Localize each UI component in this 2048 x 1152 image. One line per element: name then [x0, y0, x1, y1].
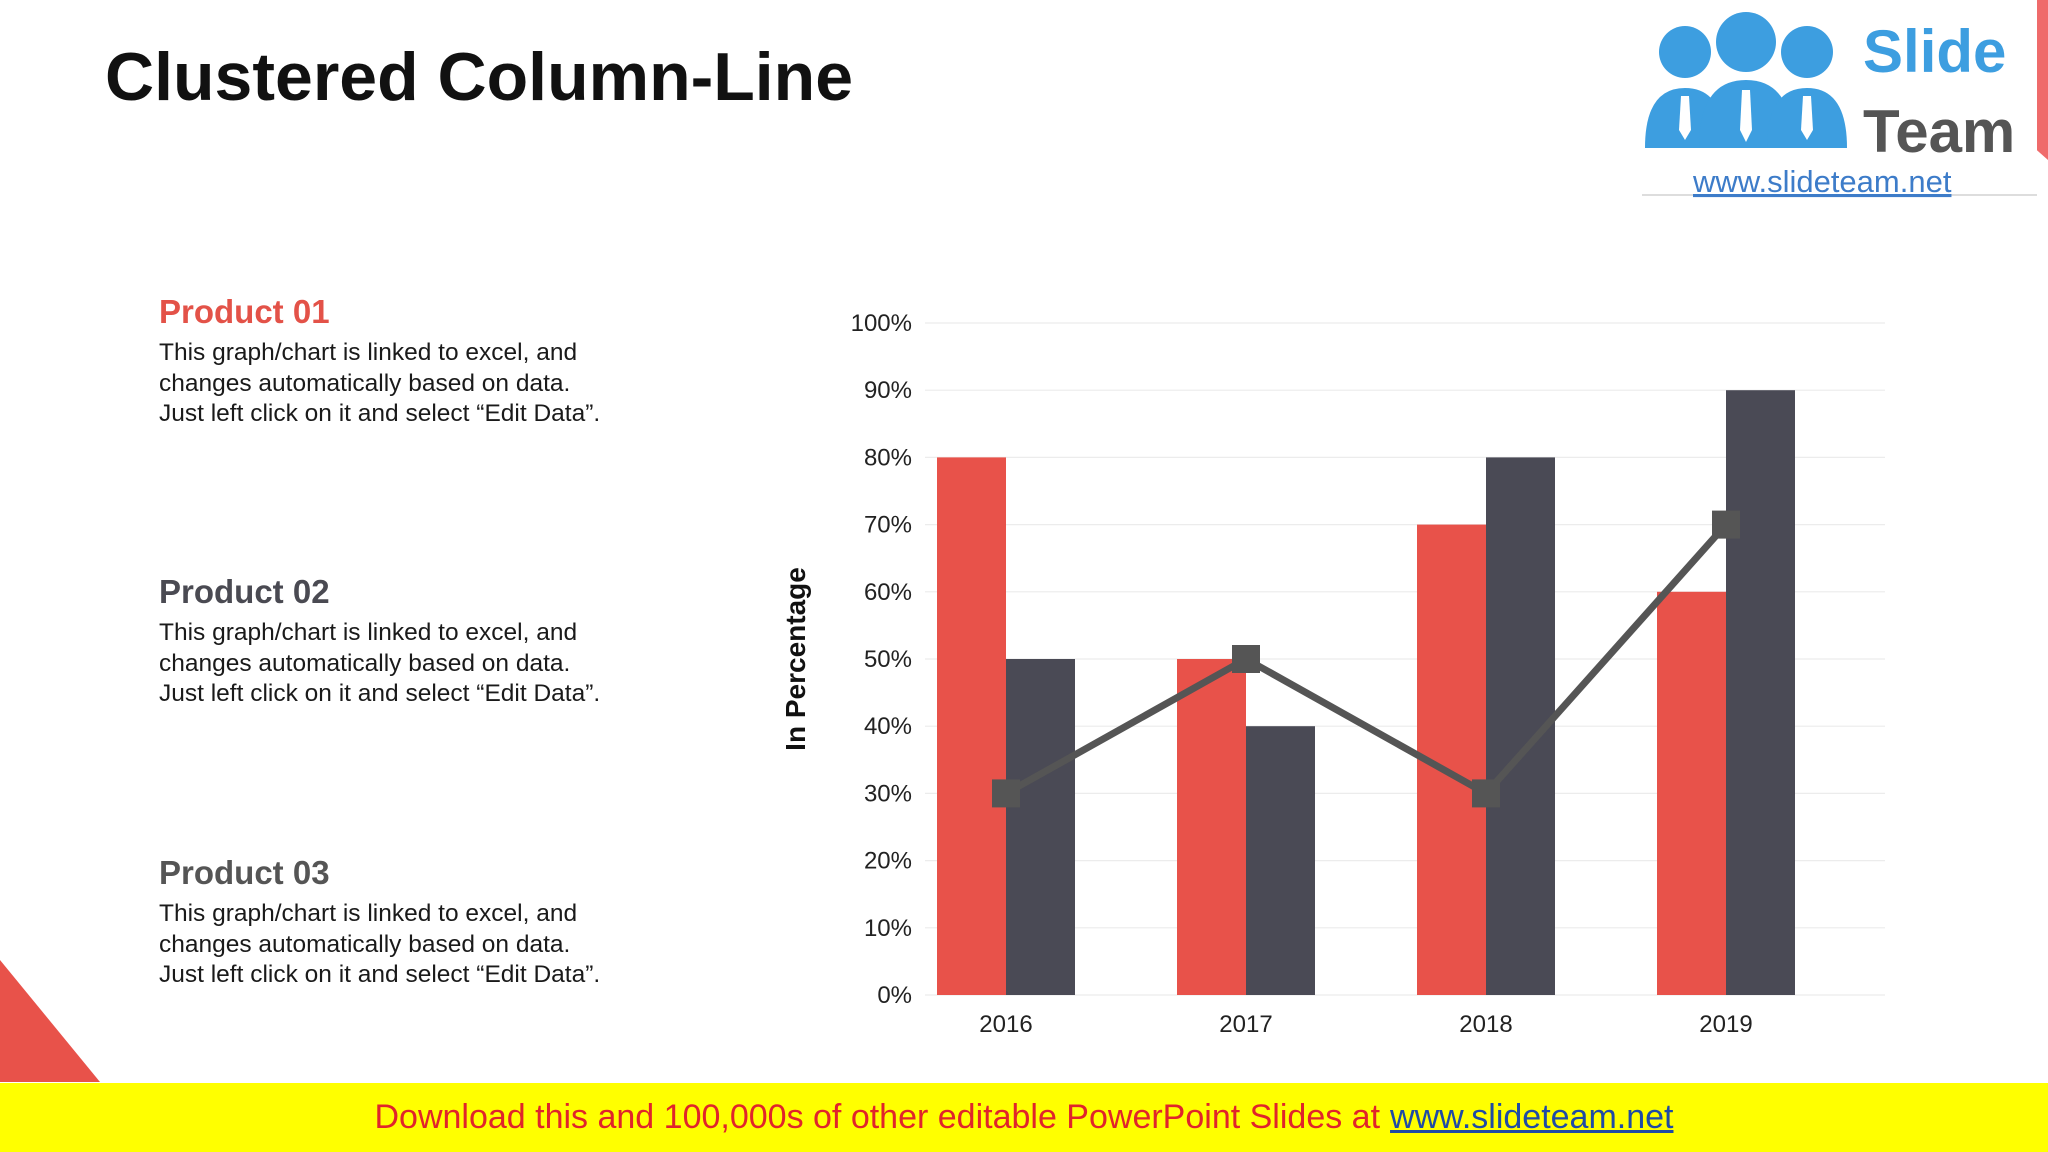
- product-03-title: Product 03: [159, 854, 330, 891]
- y-tick-label: 100%: [851, 310, 912, 337]
- product-02-line: Just left click on it and select “Edit D…: [159, 680, 601, 707]
- product-02-title: Product 02: [159, 573, 330, 610]
- product-03-text: This graph/chart is linked to excel, and…: [159, 899, 679, 991]
- product-02-text: This graph/chart is linked to excel, and…: [159, 618, 679, 710]
- y-tick-label: 0%: [877, 982, 912, 1009]
- y-tick-label: 80%: [864, 444, 912, 471]
- slideteam-logo-icon: Slide Team www.slideteam.net: [1637, 0, 2048, 199]
- y-tick-label: 50%: [864, 646, 912, 673]
- bar-series-2: [1726, 390, 1795, 995]
- line-marker: [992, 779, 1020, 808]
- product-01-title: Product 01: [159, 293, 330, 330]
- product-03-line: changes automatically based on data.: [159, 930, 571, 958]
- product-01-text: This graph/chart is linked to excel, and…: [159, 338, 679, 430]
- line-marker: [1232, 645, 1260, 673]
- corner-decoration: [0, 960, 100, 1082]
- y-tick-label: 20%: [864, 848, 912, 875]
- x-tick-label: 2019: [1699, 1011, 1752, 1038]
- bar-series-1: [937, 457, 1006, 995]
- product-03-block: Product 03 This graph/chart is linked to…: [159, 853, 679, 991]
- banner-link[interactable]: www.slideteam.net: [1390, 1098, 1674, 1136]
- product-01-line: This graph/chart is linked to excel, and: [159, 339, 578, 366]
- download-banner: Download this and 100,000s of other edit…: [0, 1083, 2048, 1152]
- product-03-line: This graph/chart is linked to excel, and: [159, 900, 578, 927]
- product-02-line: changes automatically based on data.: [159, 649, 571, 677]
- y-tick-label: 70%: [864, 512, 912, 539]
- logo-brand-line1: Slide: [1863, 18, 2006, 85]
- clustered-column-line-chart: 0% 10% 20% 30% 40% 50% 60% 70% 80% 90% 100% In Perc…: [780, 310, 1885, 1038]
- line-series: [1004, 522, 1729, 797]
- product-01-line: changes automatically based on data.: [159, 369, 571, 397]
- y-tick-label: 30%: [864, 780, 912, 807]
- x-tick-label: 2016: [979, 1011, 1032, 1038]
- y-tick-label: 90%: [864, 377, 912, 404]
- y-tick-label: 10%: [864, 915, 912, 942]
- product-01-line: Just left click on it and select “Edit D…: [159, 400, 601, 427]
- product-01-block: Product 01 This graph/chart is linked to…: [159, 292, 679, 430]
- x-tick-label: 2018: [1459, 1011, 1512, 1038]
- bar-series-1: [1177, 659, 1246, 995]
- chart-container: 0% 10% 20% 30% 40% 50% 60% 70% 80% 90% 100% In Perc…: [760, 290, 1900, 1050]
- bar-series-2: [1006, 659, 1075, 995]
- slideteam-logo[interactable]: Slide Team www.slideteam.net: [1637, 0, 2048, 200]
- slide-title: Clustered Column-Line: [105, 39, 854, 115]
- product-02-line: This graph/chart is linked to excel, and: [159, 619, 578, 646]
- bar-series-2: [1246, 726, 1315, 995]
- line-marker: [1472, 779, 1500, 808]
- y-tick-label: 60%: [864, 579, 912, 606]
- y-axis-title: In Percentage: [780, 567, 811, 751]
- y-tick-label: 40%: [864, 713, 912, 740]
- line-marker: [1712, 510, 1740, 539]
- x-tick-label: 2017: [1219, 1011, 1272, 1038]
- product-03-line: Just left click on it and select “Edit D…: [159, 961, 601, 988]
- logo-brand-line2: Team: [1863, 98, 2015, 165]
- logo-url[interactable]: www.slideteam.net: [1692, 164, 1952, 199]
- banner-message: Download this and 100,000s of other edit…: [374, 1098, 1381, 1136]
- product-02-block: Product 02 This graph/chart is linked to…: [159, 572, 679, 710]
- bar-series-1: [1657, 591, 1726, 995]
